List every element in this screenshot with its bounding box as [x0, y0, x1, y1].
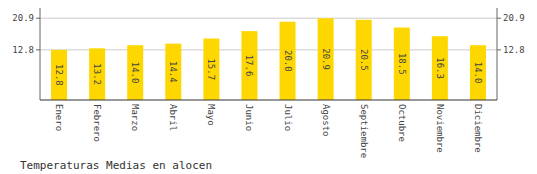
y2-tick-label: 20.9: [503, 13, 525, 23]
x-tick-label: Diciembre: [473, 104, 483, 153]
data-label: 17.6: [244, 55, 254, 77]
y-tick: [36, 49, 40, 50]
bar: [318, 18, 334, 100]
x-tick-label: Abril: [168, 104, 178, 131]
x-tick-label: Febrero: [92, 104, 102, 142]
data-label: 14.4: [168, 61, 178, 83]
y-axis-line: [40, 8, 41, 100]
bar: [280, 22, 296, 100]
x-tick-label: Octubre: [397, 104, 407, 142]
x-tick-label: Mayo: [206, 104, 216, 126]
x-tick-label: Noviembre: [435, 104, 445, 153]
y-tick: [36, 18, 40, 19]
y2-axis-line: [497, 8, 498, 100]
data-label: 20.9: [321, 48, 331, 70]
x-tick-label: Marzo: [130, 104, 140, 131]
x-axis-line: [40, 100, 497, 101]
bar: [241, 31, 257, 100]
bar: [51, 50, 67, 100]
x-tick-label: Enero: [54, 104, 64, 131]
bar: [127, 45, 143, 100]
bar: [432, 36, 448, 100]
data-label: 16.3: [435, 57, 445, 79]
bar: [89, 48, 105, 100]
y-tick-label: 20.9: [12, 13, 34, 23]
y2-tick: [497, 49, 501, 50]
data-label: 13.2: [92, 63, 102, 85]
data-label: 20.5: [359, 49, 369, 71]
bar: [203, 39, 219, 100]
title: Temperaturas Medias en alocen: [20, 159, 212, 172]
grid-line: [40, 49, 497, 50]
bar: [165, 44, 181, 100]
bar: [394, 28, 410, 100]
bar: [470, 45, 486, 100]
x-tick-label: Julio: [283, 104, 293, 131]
x-tick-label: Junio: [244, 104, 254, 131]
x-tick-label: Septiembre: [359, 104, 369, 158]
y2-tick: [497, 18, 501, 19]
grid-line: [40, 18, 497, 19]
x-tick-label: Agosto: [321, 104, 331, 137]
data-label: 20.0: [283, 50, 293, 72]
data-label: 14.0: [473, 62, 483, 84]
y-tick-label: 12.8: [12, 45, 34, 55]
data-label: 18.5: [397, 53, 407, 75]
y2-tick-label: 12.8: [503, 45, 525, 55]
data-label: 12.8: [54, 64, 64, 86]
bar: [356, 20, 372, 100]
data-label: 14.0: [130, 62, 140, 84]
bars: [51, 18, 486, 100]
data-label: 15.7: [206, 58, 216, 80]
